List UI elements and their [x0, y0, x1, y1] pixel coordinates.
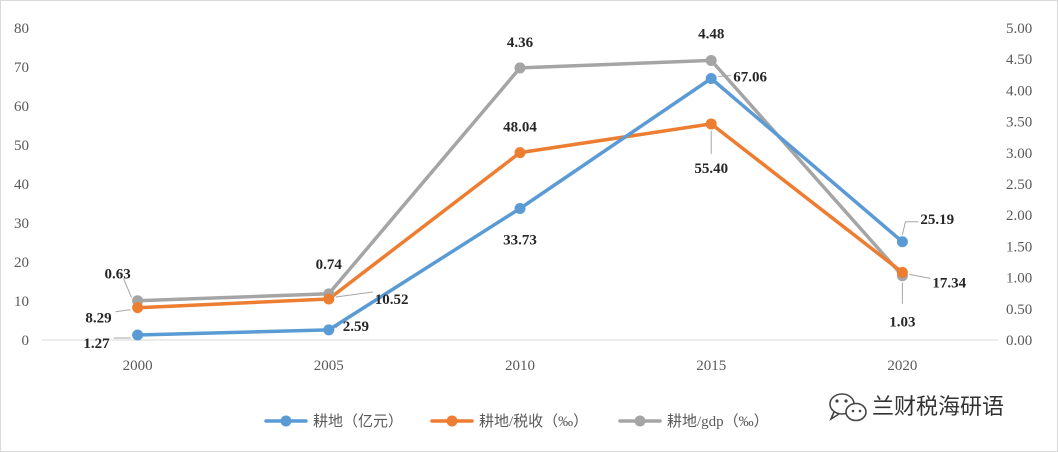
y-right-tick-label: 1.00: [1006, 271, 1032, 287]
legend-label: 耕地/税收（‰）: [479, 412, 588, 430]
y-left-tick-label: 50: [14, 138, 29, 154]
legend-label: 耕地/gdp（‰）: [667, 412, 769, 430]
y-left-tick-label: 40: [14, 177, 29, 193]
y-left-tick-label: 0: [22, 333, 30, 349]
y-right-tick-label: 0.50: [1006, 302, 1032, 318]
legend-item-2: 耕地/gdp（‰）: [618, 412, 769, 430]
data-label-0: 25.19: [920, 212, 954, 228]
series-point-1: [323, 293, 335, 305]
data-label-0: 67.06: [733, 69, 767, 85]
x-tick-label: 2015: [696, 358, 726, 374]
watermark: 兰财税海研语: [829, 393, 1004, 422]
leader-line: [909, 273, 931, 279]
data-label-0: 33.73: [503, 232, 537, 248]
series-point-0: [514, 202, 526, 214]
y-left-tick-label: 30: [14, 216, 29, 232]
legend-item-0: 耕地（亿元）: [264, 412, 403, 430]
y-right-tick-label: 0.00: [1006, 333, 1032, 349]
legend-item-1: 耕地/税收（‰）: [430, 412, 588, 430]
y-left-tick-label: 80: [14, 21, 29, 37]
y-right-tick-label: 3.00: [1006, 146, 1032, 162]
data-label-2: 1.03: [889, 315, 915, 331]
y-right-tick-label: 1.50: [1006, 239, 1032, 255]
series-point-1: [896, 266, 908, 278]
data-label-2: 4.48: [698, 26, 724, 42]
leader-line: [115, 309, 131, 313]
legend-swatch-marker: [446, 415, 458, 427]
data-label-2: 4.36: [507, 35, 534, 51]
data-label-1: 48.04: [503, 120, 537, 136]
y-right-tick-label: 2.00: [1006, 208, 1032, 224]
series-point-1: [132, 302, 144, 314]
y-right-tick-label: 4.00: [1006, 83, 1032, 99]
series-point-2: [514, 62, 526, 74]
legend-swatch-marker: [634, 415, 646, 427]
data-label-1: 55.40: [694, 161, 728, 177]
y-right-tick-label: 4.50: [1006, 52, 1032, 68]
series-point-1: [705, 118, 717, 130]
series-point-0: [896, 236, 908, 248]
data-label-1: 8.29: [85, 311, 111, 327]
data-label-0: 2.59: [343, 319, 369, 335]
x-tick-label: 2000: [123, 358, 153, 374]
leader-lines: [113, 75, 931, 339]
y-left-tick-label: 20: [14, 255, 29, 271]
data-label-2: 0.63: [104, 267, 130, 283]
y-left-tick-label: 70: [14, 60, 29, 76]
leader-line: [901, 221, 919, 235]
series-point-0: [705, 72, 717, 84]
series-line-2: [135, 58, 905, 303]
data-label-2: 0.74: [316, 257, 343, 273]
legend-swatch-marker: [280, 415, 292, 427]
data-label-1: 10.52: [375, 292, 409, 308]
wechat-icon: [829, 393, 867, 422]
y-right-tick-label: 3.50: [1006, 115, 1032, 131]
x-tick-label: 2020: [887, 358, 917, 374]
series-layer: [132, 54, 908, 341]
series-point-0: [132, 329, 144, 341]
leader-line: [335, 291, 373, 298]
series-point-2: [705, 54, 717, 66]
axes-layer: 0 10 20 30 40 50 60 70 80 0.00 0.50 1.00 1.50 2.00 2.5…: [14, 21, 1032, 374]
data-label-0: 1.27: [83, 336, 110, 352]
y-left-tick-label: 10: [14, 294, 29, 310]
leader-line: [123, 278, 133, 298]
series-point-0: [323, 324, 335, 336]
data-labels: 1.27 2.59 33.73 67.06 25.19 8.29 10.52 48.04 55.…: [83, 26, 966, 352]
legend-label: 耕地（亿元）: [313, 412, 403, 430]
y-left-tick-label: 60: [14, 99, 29, 115]
watermark-text: 兰财税海研语: [872, 395, 1004, 420]
y-right-tick-label: 5.00: [1006, 21, 1032, 37]
y-right-tick-label: 2.50: [1006, 177, 1032, 193]
x-tick-label: 2010: [505, 358, 535, 374]
x-tick-label: 2005: [314, 358, 344, 374]
legend: 耕地（亿元） 耕地/税收（‰） 耕地/gdp（‰）: [264, 412, 769, 430]
series-point-1: [514, 147, 526, 159]
data-label-1: 17.34: [932, 275, 966, 291]
